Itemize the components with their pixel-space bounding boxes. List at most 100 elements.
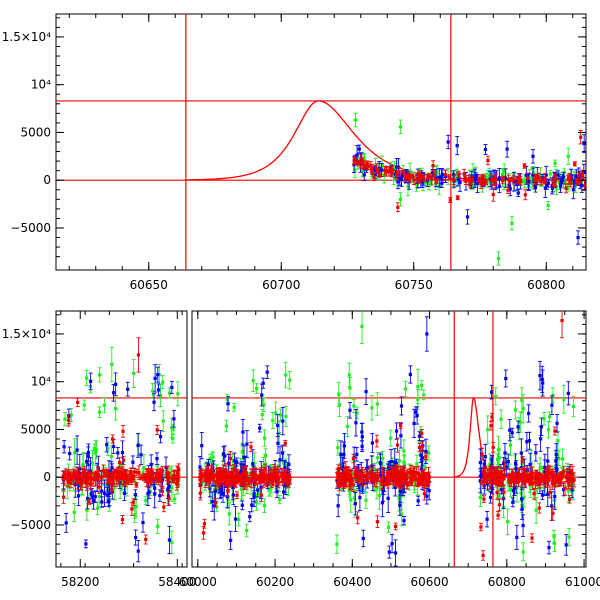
bottom-data-point (71, 475, 75, 479)
bottom-data-point (414, 410, 418, 414)
top-data-point (432, 174, 436, 178)
top-data-point (468, 181, 473, 185)
bottom-data-point (220, 469, 224, 473)
top-data-point (430, 171, 435, 175)
bottom-data-point (124, 473, 128, 477)
top-data-point (370, 170, 374, 174)
bottom-data-point (417, 434, 422, 438)
top-data-point (380, 163, 384, 168)
bottom-data-point (210, 460, 214, 465)
bottom-data-point (106, 447, 110, 451)
bottom-data-point (386, 525, 391, 529)
top-data-point (487, 174, 491, 178)
bottom-data-point (233, 517, 238, 521)
top-data-point (435, 172, 439, 176)
bottom-data-point (113, 469, 117, 474)
bottom-data-point (417, 445, 422, 449)
top-data-point (473, 176, 477, 180)
top-data-point (515, 182, 519, 186)
bottom-data-point (249, 472, 253, 476)
bottom-data-point (241, 430, 245, 434)
bottom-data-point (84, 376, 89, 380)
bottom-data-point (153, 376, 157, 380)
top-x-tick-label: 60750 (395, 278, 433, 292)
bottom-data-point (106, 471, 110, 476)
top-data-point (553, 161, 557, 165)
bottom-data-point (287, 478, 292, 483)
bottom-data-point (160, 489, 165, 493)
bottom-data-point (271, 418, 275, 423)
bottom-data-point (239, 479, 243, 484)
top-data-point (574, 174, 578, 179)
top-data-point (359, 159, 363, 163)
top-data-point (353, 168, 357, 172)
bottom-data-point (228, 481, 232, 485)
bottom-data-point (235, 474, 239, 478)
bottom-data-point (211, 455, 215, 459)
bottom-data-point (355, 452, 359, 456)
bottom-data-point (352, 404, 356, 408)
top-data-point (421, 176, 426, 180)
top-data-point (398, 197, 403, 201)
bottom-data-point (122, 491, 126, 495)
top-data-point (486, 158, 490, 163)
bottom-data-point (84, 542, 88, 546)
bottom-data-point (177, 467, 181, 472)
bottom-data-point (132, 470, 136, 474)
top-data-point (446, 140, 450, 144)
bottom-data-point (175, 477, 180, 481)
bottom-data-point (227, 461, 231, 465)
top-data-point (560, 177, 565, 181)
bottom-data-point (120, 450, 125, 455)
bottom-data-point (237, 475, 241, 479)
top-data-point (462, 172, 466, 176)
top-data-point (407, 178, 412, 182)
top-data-point (543, 176, 547, 180)
bottom-data-point (223, 454, 227, 458)
bottom-data-point (149, 474, 153, 478)
bottom-data-point (86, 450, 91, 455)
bottom-data-point (77, 494, 81, 498)
bottom-data-point (176, 392, 180, 396)
top-data-point (504, 176, 508, 180)
top-plot-contents: 60650 60700 60750 60800 −5000 0 5000 10⁴ 1.5×10⁴ (2, 14, 586, 292)
top-data-point (483, 175, 488, 179)
bottom-data-point (153, 492, 157, 496)
bottom-data-point (232, 467, 236, 471)
bottom-data-point (361, 536, 365, 541)
top-data-point (407, 173, 411, 177)
bottom-data-point (240, 503, 244, 507)
top-data-point (454, 177, 458, 181)
bottom-data-point (271, 478, 275, 483)
top-data-point (387, 169, 391, 173)
bottom-data-point (246, 477, 250, 482)
bottom-data-point (167, 538, 172, 542)
bottom-data-point (167, 484, 171, 488)
bottom-data-point (264, 475, 269, 479)
bottom-data-point (172, 477, 176, 481)
top-data-point (494, 177, 498, 181)
bottom-data-point (370, 441, 374, 445)
bottom-data-point (97, 494, 101, 499)
bottom-data-point (175, 475, 179, 479)
bottom-data-point (155, 428, 159, 432)
bottom-data-point (359, 485, 363, 490)
bottom-data-point (201, 531, 206, 535)
top-data-point (497, 184, 501, 188)
bottom-data-point (155, 478, 160, 482)
top-data-point (539, 179, 543, 183)
top-data-point (502, 169, 506, 173)
top-data-point (516, 177, 520, 182)
bottom-data-point (202, 474, 206, 478)
bottom-data-point (276, 441, 280, 445)
bottom-data-point (120, 517, 125, 522)
bottom-data-point (150, 470, 155, 474)
bottom-data-point (131, 475, 135, 479)
top-data-point (500, 172, 505, 176)
top-data-point (486, 177, 490, 181)
top-data-point (376, 168, 380, 173)
bottom-data-point (208, 486, 212, 490)
bottom-data-point (364, 498, 368, 502)
bottom-data-point (375, 402, 379, 406)
